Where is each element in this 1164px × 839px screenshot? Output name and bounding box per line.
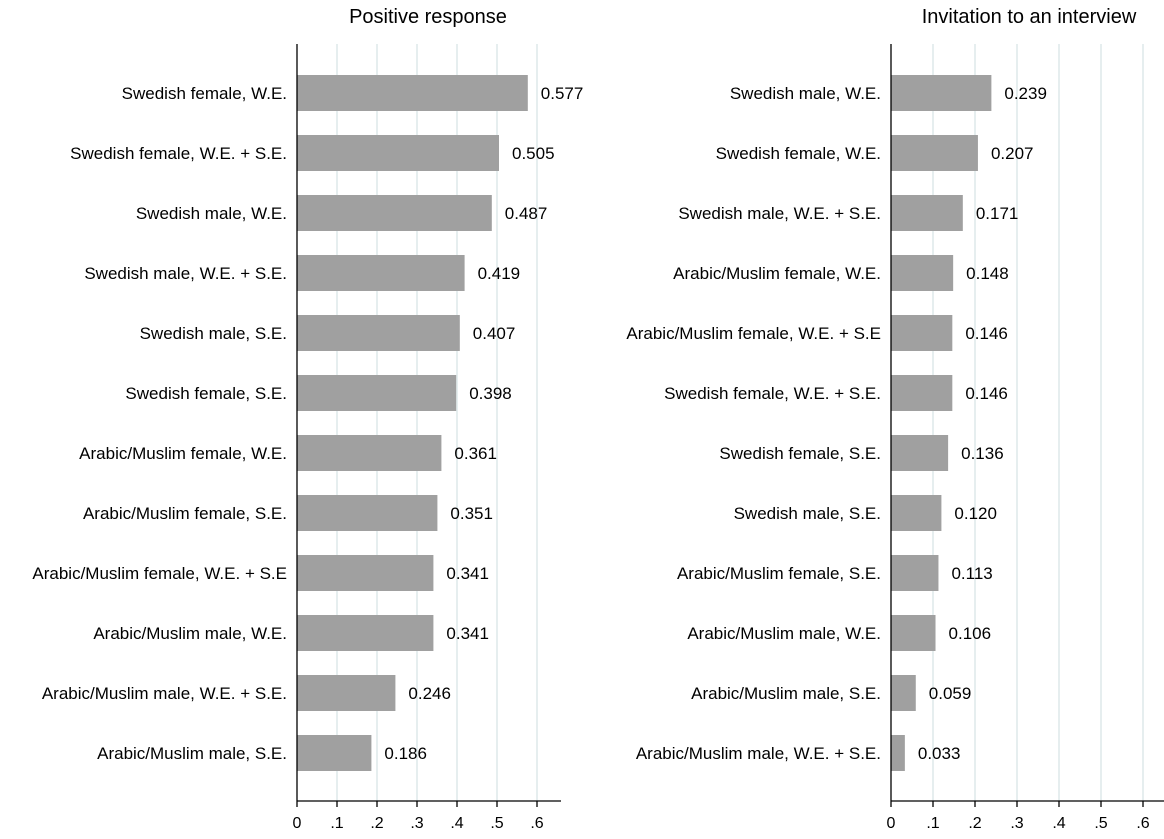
category-label: Arabic/Muslim male, W.E. + S.E.	[42, 684, 287, 703]
category-label: Swedish male, S.E.	[140, 324, 287, 343]
bar	[891, 555, 939, 591]
data-label: 0.059	[929, 684, 972, 703]
data-label: 0.146	[965, 384, 1008, 403]
category-label: Arabic/Muslim male, S.E.	[691, 684, 881, 703]
x-tick-label: 0	[887, 815, 896, 832]
category-label: Swedish male, W.E.	[730, 84, 881, 103]
bar	[297, 555, 434, 591]
category-label: Swedish female, W.E. + S.E.	[664, 384, 881, 403]
panel-positive-response: Positive response Swedish female, W.E. 0.…	[32, 6, 583, 832]
category-label: Arabic/Muslim female, W.E.	[673, 264, 881, 283]
data-label: 0.239	[1004, 84, 1047, 103]
category-label: Swedish female, S.E.	[125, 384, 287, 403]
panel-invitation-to-interview: Invitation to an interview Swedish male,…	[626, 6, 1164, 832]
chart-title: Invitation to an interview	[922, 6, 1137, 28]
category-label: Swedish female, W.E.	[122, 84, 287, 103]
category-label: Swedish male, W.E.	[136, 204, 287, 223]
bar	[297, 75, 528, 111]
bar	[297, 435, 442, 471]
category-label: Swedish female, W.E. + S.E.	[70, 144, 287, 163]
data-label: 0.120	[954, 504, 997, 523]
bar	[297, 195, 492, 231]
bar	[297, 735, 372, 771]
bar	[297, 615, 434, 651]
bar	[297, 495, 438, 531]
data-label: 0.341	[446, 624, 489, 643]
bar	[297, 135, 499, 171]
data-label: 0.148	[966, 264, 1009, 283]
bar	[891, 675, 916, 711]
bar	[297, 315, 460, 351]
data-label: 0.136	[961, 444, 1004, 463]
category-label: Swedish female, S.E.	[719, 444, 881, 463]
x-tick-label: .4	[450, 815, 463, 832]
x-tick-label: .2	[968, 815, 981, 832]
x-tick-label: .4	[1052, 815, 1065, 832]
category-label: Arabic/Muslim female, W.E.	[79, 444, 287, 463]
x-tick-label: .5	[1094, 815, 1107, 832]
data-label: 0.351	[450, 504, 493, 523]
category-label: Swedish male, W.E. + S.E.	[84, 264, 287, 283]
x-tick-label: .1	[926, 815, 939, 832]
category-label: Arabic/Muslim male, W.E. + S.E.	[636, 744, 881, 763]
bar	[891, 735, 905, 771]
x-tick-label: .1	[330, 815, 343, 832]
data-label: 0.419	[478, 264, 521, 283]
bar	[891, 375, 953, 411]
bar	[297, 675, 396, 711]
data-label: 0.341	[446, 564, 489, 583]
data-label: 0.146	[965, 324, 1008, 343]
x-tick-label: .6	[530, 815, 543, 832]
category-label: Arabic/Muslim male, W.E.	[93, 624, 287, 643]
bar	[891, 135, 978, 171]
bar	[891, 615, 936, 651]
x-tick-label: .2	[370, 815, 383, 832]
category-label: Arabic/Muslim female, W.E. + S.E	[626, 324, 881, 343]
data-label: 0.106	[949, 624, 992, 643]
category-label: Swedish female, W.E.	[716, 144, 881, 163]
chart-title: Positive response	[349, 6, 507, 28]
bar	[891, 435, 949, 471]
data-label: 0.577	[541, 84, 584, 103]
data-label: 0.246	[408, 684, 451, 703]
category-label: Arabic/Muslim male, W.E.	[687, 624, 881, 643]
bar	[891, 315, 953, 351]
bar	[891, 255, 954, 291]
category-label: Arabic/Muslim female, W.E. + S.E	[32, 564, 287, 583]
bar	[891, 195, 963, 231]
data-label: 0.407	[473, 324, 516, 343]
data-label: 0.398	[469, 384, 512, 403]
x-tick-label: .5	[490, 815, 503, 832]
category-label: Arabic/Muslim female, S.E.	[83, 504, 287, 523]
bar	[891, 75, 992, 111]
data-label: 0.113	[951, 564, 992, 583]
x-tick-label: .3	[410, 815, 423, 832]
data-label: 0.033	[918, 744, 961, 763]
category-label: Arabic/Muslim male, S.E.	[97, 744, 287, 763]
bar	[297, 375, 457, 411]
category-label: Swedish male, S.E.	[734, 504, 881, 523]
data-label: 0.487	[505, 204, 548, 223]
x-tick-label: .6	[1136, 815, 1149, 832]
data-label: 0.361	[454, 444, 497, 463]
category-label: Arabic/Muslim female, S.E.	[677, 564, 881, 583]
x-tick-label: .3	[1010, 815, 1023, 832]
data-label: 0.171	[976, 204, 1019, 223]
data-label: 0.186	[384, 744, 427, 763]
bar	[297, 255, 465, 291]
x-tick-label: 0	[293, 815, 302, 832]
data-label: 0.505	[512, 144, 555, 163]
data-label: 0.207	[991, 144, 1034, 163]
category-label: Swedish male, W.E. + S.E.	[678, 204, 881, 223]
bar	[891, 495, 942, 531]
